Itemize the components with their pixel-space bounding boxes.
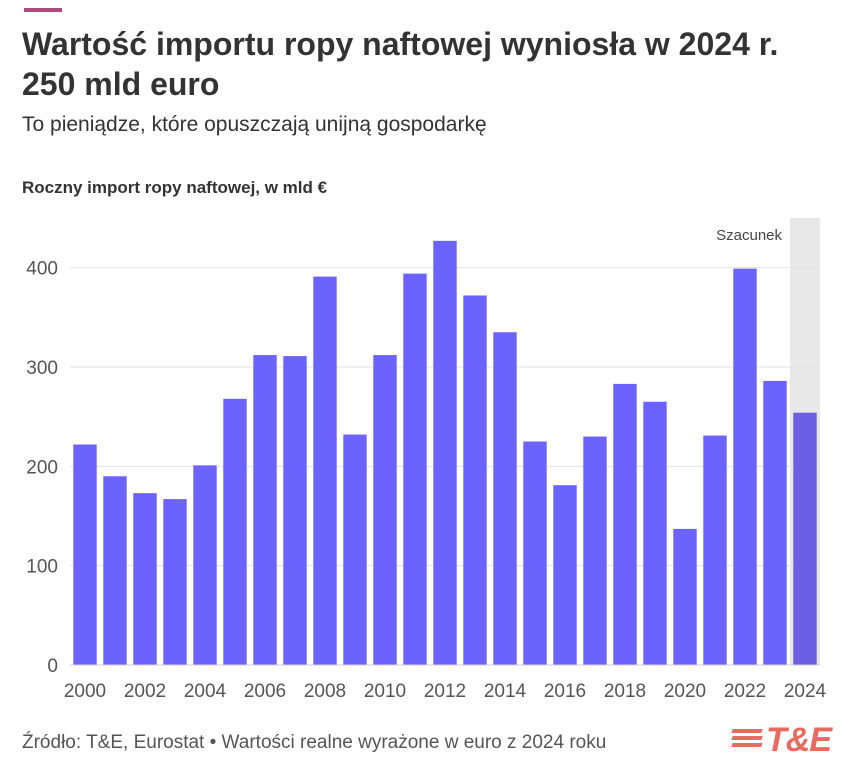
bar-2006 xyxy=(253,355,277,665)
chart-heading: Roczny import ropy naftowej, w mld € xyxy=(22,178,328,197)
bar-2005 xyxy=(223,398,247,665)
x-tick-label: 2002 xyxy=(124,681,166,702)
bar-chart: Szacunek 0 100 200 300 400 2000 2002 2004 2006 200… xyxy=(26,218,827,702)
bar-2012 xyxy=(433,240,457,665)
bar-2000 xyxy=(73,444,97,665)
y-tick-label: 400 xyxy=(26,259,58,280)
x-tick-label: 2016 xyxy=(544,681,586,702)
bar-2010 xyxy=(373,355,397,665)
bar-2019 xyxy=(643,401,667,665)
x-tick-label: 2004 xyxy=(184,681,227,702)
x-tick-label: 2008 xyxy=(304,681,346,702)
bar-2020 xyxy=(673,528,697,665)
x-tick-label: 2014 xyxy=(484,681,527,702)
bar-2001 xyxy=(103,476,127,665)
bar-2009 xyxy=(343,434,367,665)
bar-2023 xyxy=(763,380,787,665)
bar-2015 xyxy=(523,441,547,665)
x-tick-label: 2006 xyxy=(244,681,286,702)
logo-stripes xyxy=(731,729,763,753)
x-tick-label: 2018 xyxy=(604,681,646,702)
bar-2022 xyxy=(733,268,757,665)
x-tick-label: 2020 xyxy=(664,681,706,702)
bar-2021 xyxy=(703,435,727,665)
accent-bar xyxy=(24,8,62,12)
bar-2013 xyxy=(463,295,487,665)
chart-subtitle: To pieniądze, które opuszczają unijną go… xyxy=(22,113,487,136)
bar-2014 xyxy=(493,332,517,665)
logo-text: T&E xyxy=(766,721,832,759)
x-tick-label: 2022 xyxy=(724,681,766,702)
x-tick-label: 2010 xyxy=(364,681,406,702)
bar-2003 xyxy=(163,499,187,665)
y-tick-label: 0 xyxy=(47,656,58,677)
y-tick-label: 300 xyxy=(26,358,58,379)
x-tick-label: 2024 xyxy=(784,681,827,702)
source-note: Źródło: T&E, Eurostat • Wartości realne … xyxy=(22,732,607,753)
x-tick-label: 2012 xyxy=(424,681,466,702)
y-tick-label: 100 xyxy=(26,557,58,578)
bar-2008 xyxy=(313,276,337,665)
estimate-label: Szacunek xyxy=(716,227,782,244)
bar-2018 xyxy=(613,383,637,665)
bar-2004 xyxy=(193,465,217,665)
bar-2017 xyxy=(583,436,607,665)
bar-2011 xyxy=(403,273,427,665)
te-logo: T&E xyxy=(731,720,850,760)
bar-2016 xyxy=(553,485,577,665)
y-tick-label: 200 xyxy=(26,457,58,478)
x-tick-label: 2000 xyxy=(64,681,106,702)
chart-title: Wartość importu ropy naftowej wyniosła w… xyxy=(22,26,779,102)
bar-2007 xyxy=(283,356,307,665)
bar-2024 xyxy=(793,412,817,665)
bar-2002 xyxy=(133,493,157,665)
